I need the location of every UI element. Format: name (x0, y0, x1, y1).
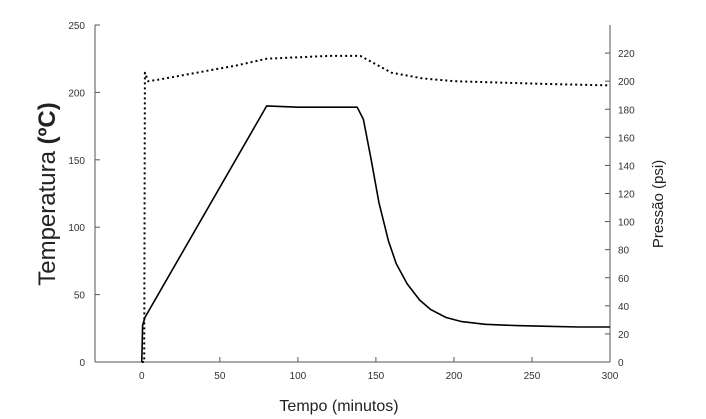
left-axis-ticks: 0 50 100 150 200 250 (68, 21, 100, 369)
right-tick-label: 40 (618, 302, 630, 313)
x-tick-label: 0 (139, 371, 145, 382)
right-axis-ticks: 0 20 40 60 80 100 120 140 160 180 200 220 (605, 49, 635, 369)
left-tick-label: 200 (68, 88, 85, 99)
left-axis-title-text: Temperatura (34, 144, 61, 285)
left-tick-label: 50 (74, 291, 86, 302)
right-tick-label: 120 (618, 190, 635, 201)
right-tick-label: 220 (618, 49, 635, 60)
x-axis-ticks: 0 50 100 150 200 250 300 (139, 357, 619, 382)
left-axis-title-unit: (ºC) (34, 102, 61, 144)
left-axis-title: Temperatura (ºC) (34, 102, 61, 286)
x-tick-label: 250 (524, 371, 541, 382)
right-tick-label: 60 (618, 274, 630, 285)
right-tick-label: 160 (618, 133, 635, 144)
right-axis-title: Pressão (psi) (650, 160, 667, 248)
left-tick-label: 100 (68, 223, 85, 234)
left-tick-label: 150 (68, 156, 85, 167)
right-tick-label: 0 (618, 358, 624, 369)
right-tick-label: 80 (618, 246, 630, 257)
temperature-series-line (141, 105, 610, 363)
x-tick-label: 200 (446, 371, 463, 382)
x-tick-label: 100 (290, 371, 307, 382)
x-tick-label: 300 (602, 371, 619, 382)
series-layer (141, 54, 611, 363)
x-tick-label: 50 (214, 371, 226, 382)
x-tick-label: 150 (368, 371, 385, 382)
right-tick-label: 140 (618, 161, 635, 172)
right-tick-label: 200 (618, 77, 635, 88)
pressure-series-line (141, 54, 611, 363)
x-axis-title: Tempo (minutos) (279, 398, 398, 415)
plot-frame (94, 25, 611, 363)
right-tick-label: 180 (618, 105, 635, 116)
right-tick-label: 100 (618, 218, 635, 229)
left-tick-label: 0 (79, 358, 85, 369)
right-tick-label: 20 (618, 330, 630, 341)
left-tick-label: 250 (68, 21, 85, 32)
